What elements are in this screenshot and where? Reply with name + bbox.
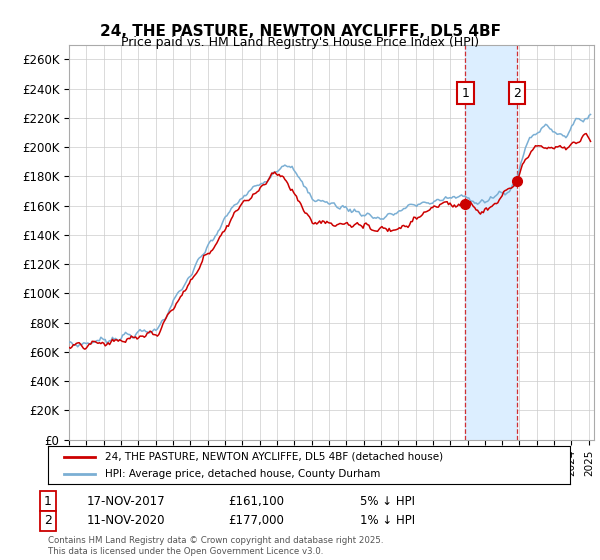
Text: 1: 1 — [461, 87, 469, 100]
Text: 17-NOV-2017: 17-NOV-2017 — [87, 494, 166, 508]
Bar — [466, 45, 517, 440]
Text: Contains HM Land Registry data © Crown copyright and database right 2025.
This d: Contains HM Land Registry data © Crown c… — [48, 536, 383, 556]
Text: Price paid vs. HM Land Registry's House Price Index (HPI): Price paid vs. HM Land Registry's House … — [121, 36, 479, 49]
Text: HPI: Average price, detached house, County Durham: HPI: Average price, detached house, Coun… — [106, 469, 381, 479]
Text: £177,000: £177,000 — [228, 514, 284, 528]
Text: 1% ↓ HPI: 1% ↓ HPI — [360, 514, 415, 528]
Text: 2: 2 — [513, 87, 521, 100]
Text: 2: 2 — [44, 514, 52, 528]
Text: 1: 1 — [44, 494, 52, 508]
Text: 24, THE PASTURE, NEWTON AYCLIFFE, DL5 4BF: 24, THE PASTURE, NEWTON AYCLIFFE, DL5 4B… — [100, 24, 500, 39]
Text: 24, THE PASTURE, NEWTON AYCLIFFE, DL5 4BF (detached house): 24, THE PASTURE, NEWTON AYCLIFFE, DL5 4B… — [106, 452, 443, 462]
Text: 11-NOV-2020: 11-NOV-2020 — [87, 514, 166, 528]
Text: £161,100: £161,100 — [228, 494, 284, 508]
Text: 5% ↓ HPI: 5% ↓ HPI — [360, 494, 415, 508]
